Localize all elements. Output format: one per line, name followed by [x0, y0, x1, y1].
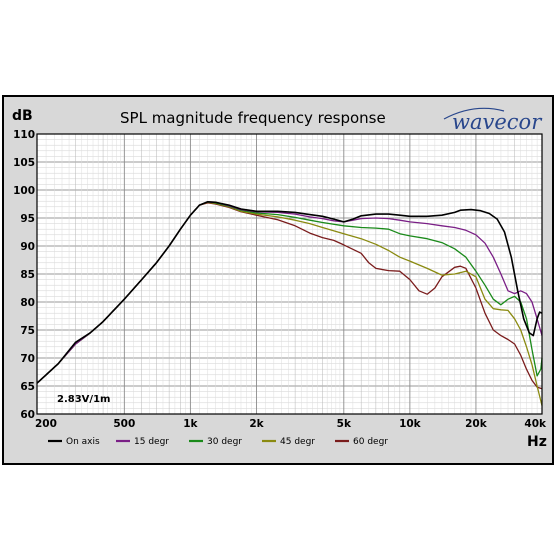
- x-tick-labels: 200 500 1k 2k 5k 10k 20k 40k: [35, 418, 547, 430]
- x-tick-label: 200: [35, 418, 57, 430]
- brand-logo: wavecor: [443, 107, 543, 134]
- spl-chart: dB SPL magnitude frequency response wave…: [12, 107, 547, 450]
- y-tick-label: 65: [20, 381, 35, 393]
- y-tick-label: 90: [20, 241, 35, 253]
- series-line-on-axis: [36, 201, 543, 384]
- x-tick-label: 40k: [524, 418, 547, 430]
- x-tick-label: 10k: [399, 418, 422, 430]
- y-tick-label: 105: [13, 157, 35, 169]
- chart-frame: dB SPL magnitude frequency response wave…: [2, 95, 554, 465]
- y-tick-label: 70: [20, 353, 35, 365]
- x-tick-label: 20k: [465, 418, 488, 430]
- measurement-annotation: 2.83V/1m: [57, 394, 110, 405]
- legend-label-30-degr: 30 degr: [207, 437, 242, 447]
- y-tick-labels: 60 65 70 75 80 85 90 95 100 105 110: [13, 129, 35, 421]
- y-tick-label: 100: [13, 185, 35, 197]
- legend-label-15-degr: 15 degr: [134, 437, 169, 447]
- x-tick-label: 1k: [183, 418, 198, 430]
- y-tick-label: 95: [20, 213, 35, 225]
- x-tick-label: 5k: [337, 418, 352, 430]
- legend-label-60-degr: 60 degr: [353, 437, 388, 447]
- brand-swoosh: [443, 107, 505, 120]
- y-tick-label: 85: [20, 269, 35, 281]
- plot-border: [36, 133, 543, 415]
- brand-logo-text: wavecor: [452, 110, 543, 134]
- chart-title: SPL magnitude frequency response: [120, 109, 386, 127]
- x-tick-label: 2k: [249, 418, 264, 430]
- y-tick-label: 75: [20, 325, 35, 337]
- legend-label-45-degr: 45 degr: [280, 437, 315, 447]
- x-axis-label: Hz: [527, 434, 547, 450]
- y-tick-label: 110: [13, 129, 35, 141]
- y-tick-label: 60: [20, 409, 35, 421]
- legend: On axis 15 degr 30 degr 45 degr 60 degr: [48, 437, 388, 447]
- x-tick-label: 500: [113, 418, 135, 430]
- series-group: [36, 201, 543, 406]
- y-tick-label: 80: [20, 297, 35, 309]
- legend-label-on-axis: On axis: [66, 437, 100, 447]
- y-axis-label: dB: [12, 108, 33, 124]
